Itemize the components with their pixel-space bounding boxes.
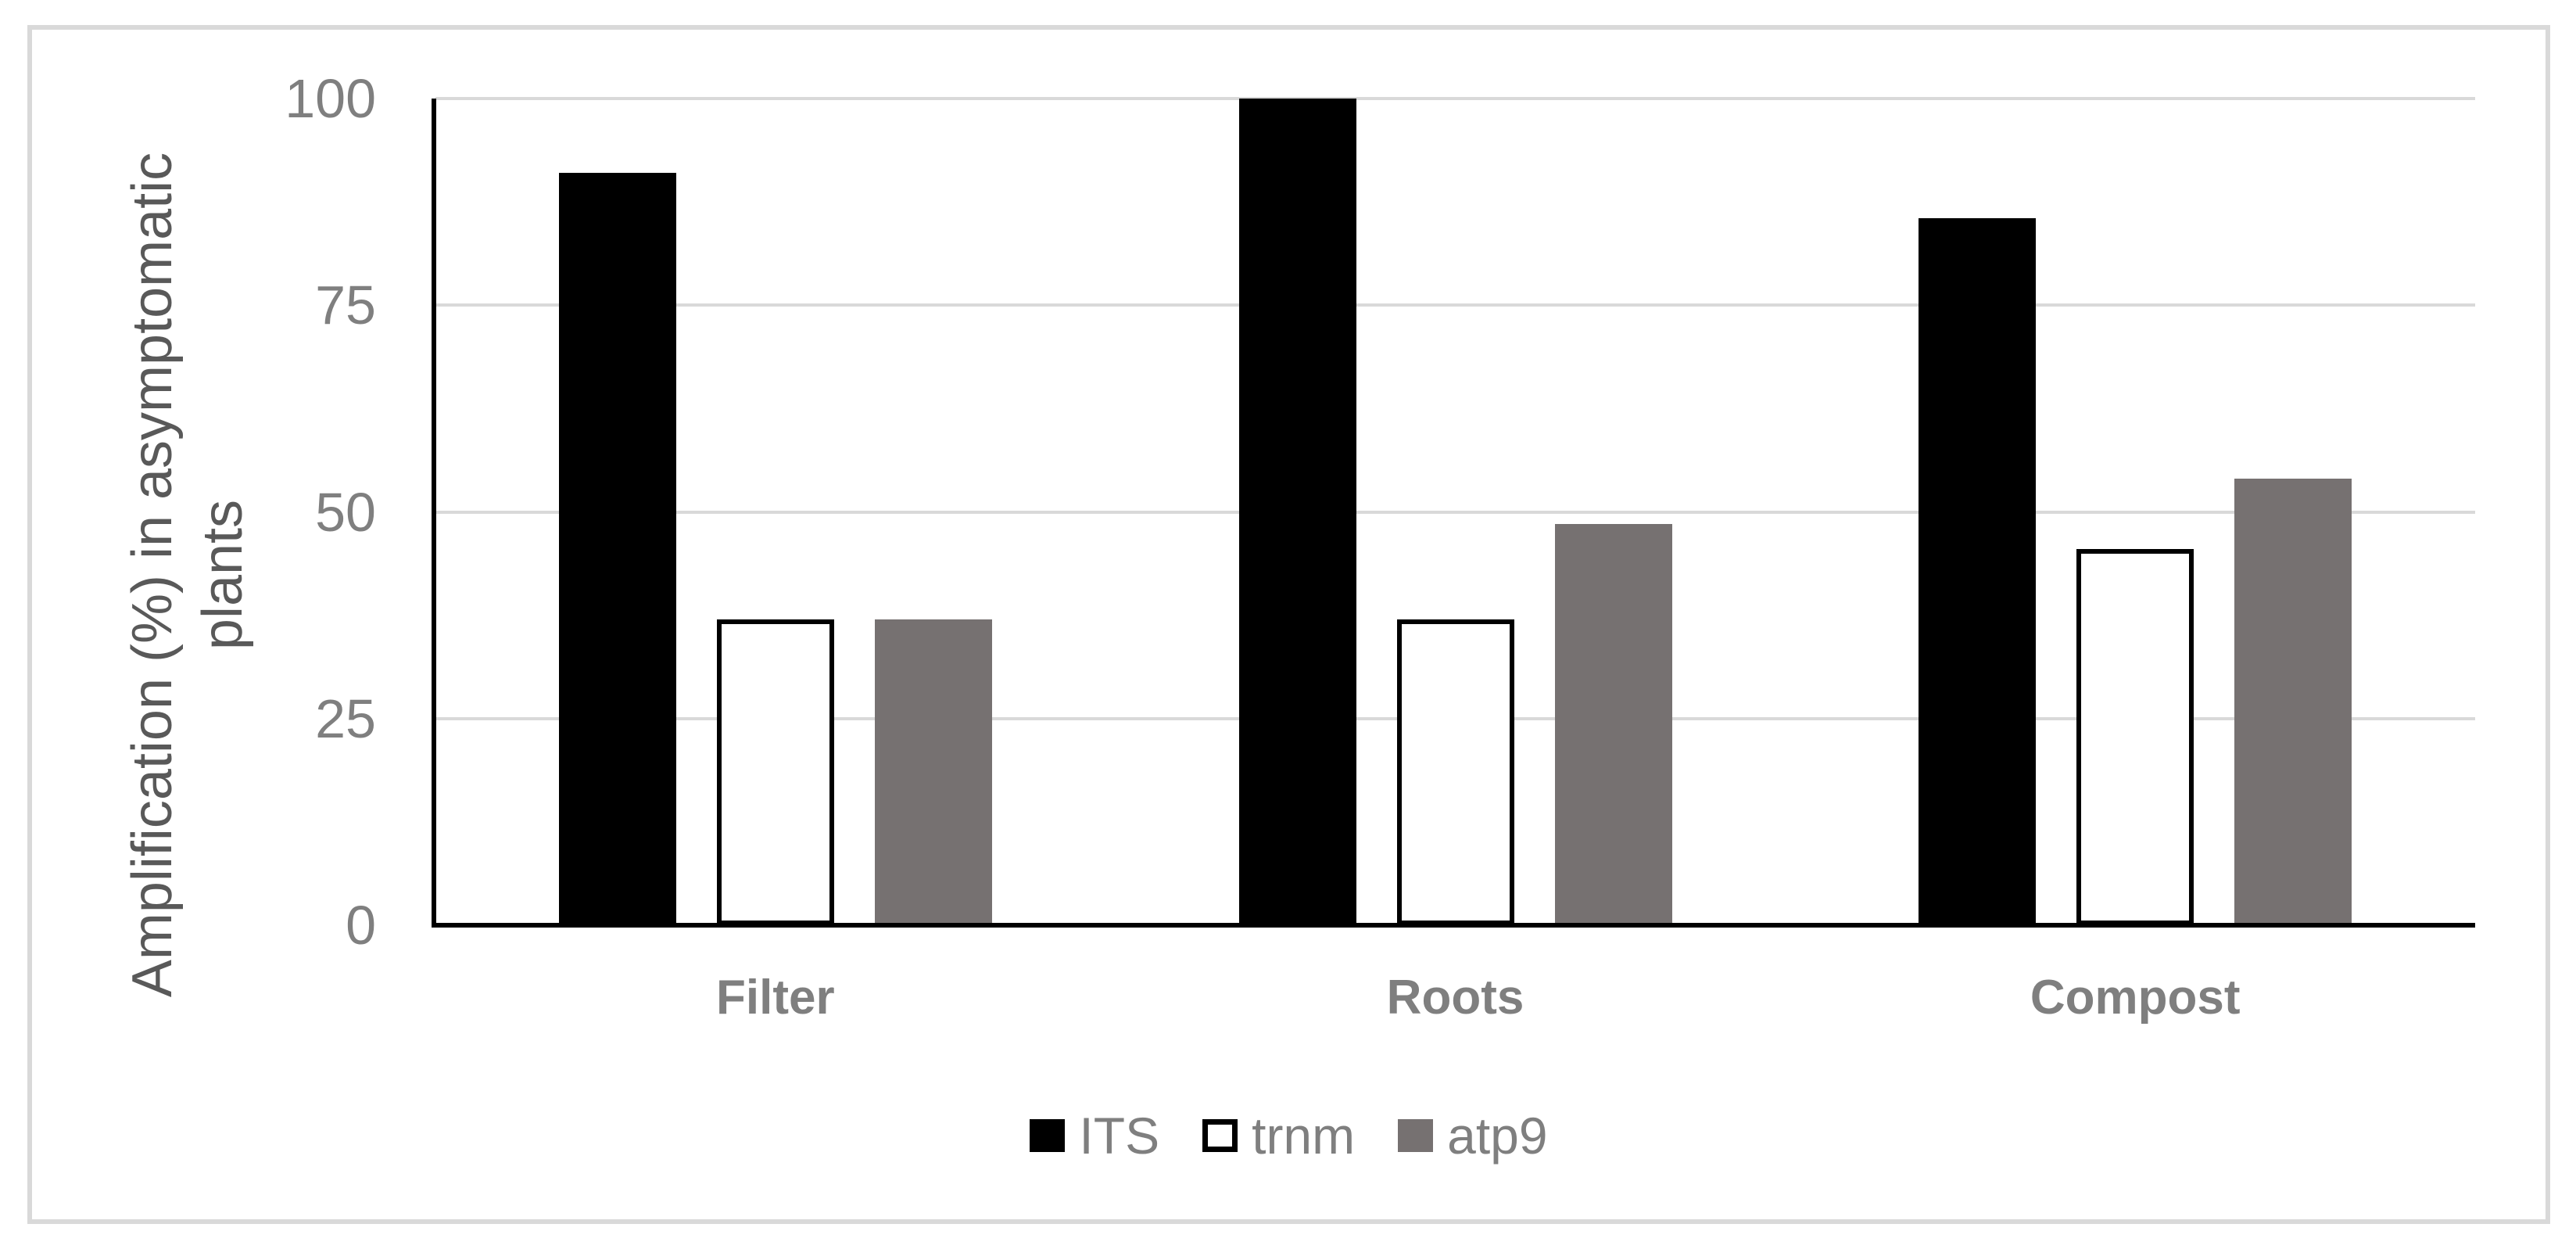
category-label-filter: Filter bbox=[716, 971, 835, 1025]
bar-atp9-Filter bbox=[874, 619, 992, 925]
legend-swatch-trnm bbox=[1202, 1119, 1238, 1152]
bar-ITS-Filter bbox=[558, 173, 676, 925]
bar-atp9-Compost bbox=[2234, 479, 2352, 925]
gridline-100 bbox=[435, 97, 2475, 100]
y-axis-tick-labels: 0 25 50 75 100 bbox=[0, 0, 376, 1249]
y-tick-label-25: 25 bbox=[315, 687, 376, 749]
bar-ITS-Compost bbox=[1919, 218, 2037, 925]
x-axis-category-labels: Filter Roots Compost bbox=[435, 970, 2475, 1040]
y-tick-label-100: 100 bbox=[285, 68, 376, 129]
y-axis-line bbox=[432, 99, 436, 928]
bar-ITS-Roots bbox=[1238, 99, 1356, 925]
legend-label-ITS: ITS bbox=[1079, 1107, 1160, 1165]
gridline-50 bbox=[435, 510, 2475, 514]
bar-trnm-Compost bbox=[2076, 549, 2194, 925]
y-tick-label-75: 75 bbox=[315, 275, 376, 336]
bar-atp9-Roots bbox=[1554, 524, 1672, 925]
bar-trnm-Filter bbox=[716, 619, 834, 925]
legend-label-atp9: atp9 bbox=[1447, 1107, 1548, 1165]
legend-item-ITS: ITS bbox=[1030, 1110, 1159, 1161]
bar-trnm-Roots bbox=[1396, 619, 1514, 925]
x-axis-line bbox=[432, 923, 2475, 928]
legend-item-trnm: trnm bbox=[1202, 1110, 1355, 1161]
plot-area bbox=[432, 97, 2475, 928]
legend: ITS trnm atp9 bbox=[27, 1104, 2550, 1167]
category-label-roots: Roots bbox=[1386, 971, 1524, 1025]
gridline-75 bbox=[435, 303, 2475, 307]
y-tick-label-0: 0 bbox=[346, 895, 376, 956]
category-label-compost: Compost bbox=[2030, 971, 2241, 1025]
legend-item-atp9: atp9 bbox=[1398, 1107, 1548, 1165]
legend-swatch-ITS bbox=[1030, 1119, 1066, 1152]
y-tick-label-50: 50 bbox=[315, 481, 376, 543]
legend-label-trnm: trnm bbox=[1252, 1107, 1356, 1165]
legend-swatch-atp9 bbox=[1398, 1119, 1434, 1152]
